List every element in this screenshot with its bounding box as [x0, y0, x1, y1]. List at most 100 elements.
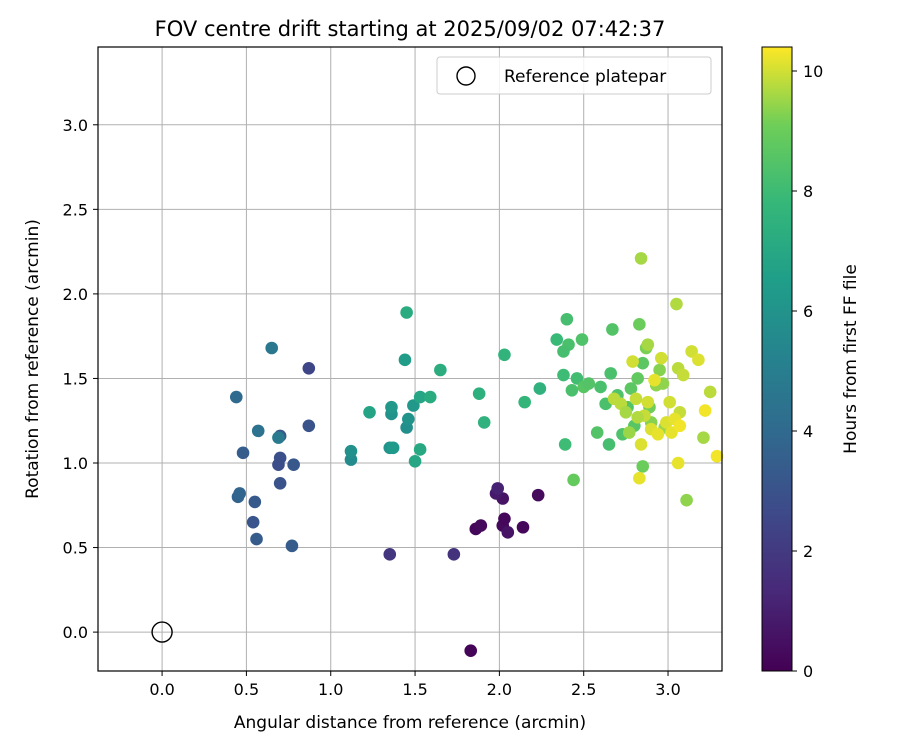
- data-point: [670, 297, 683, 311]
- x-tick-label: 1.5: [402, 680, 427, 699]
- data-point: [498, 512, 511, 526]
- data-point: [653, 363, 666, 377]
- data-point: [665, 426, 678, 439]
- data-point: [680, 493, 693, 507]
- data-point: [229, 390, 243, 404]
- data-point: [676, 368, 690, 382]
- data-point: [474, 519, 488, 532]
- data-point: [273, 476, 287, 490]
- data-point: [250, 532, 263, 546]
- plot-frame: [97, 46, 723, 672]
- data-point: [398, 353, 412, 367]
- data-point: [344, 444, 358, 458]
- data-point: [602, 438, 616, 451]
- data-point: [383, 548, 397, 561]
- data-point: [629, 392, 643, 406]
- data-point: [594, 380, 607, 394]
- data-point: [447, 548, 461, 561]
- data-point: [590, 426, 604, 439]
- data-point: [531, 488, 545, 502]
- x-tick-label: 2.0: [487, 680, 512, 699]
- data-point: [582, 377, 596, 390]
- data-points: [229, 252, 724, 658]
- data-point: [633, 471, 646, 485]
- data-point: [619, 405, 633, 419]
- data-point: [663, 395, 677, 409]
- data-point: [272, 431, 285, 444]
- data-point: [575, 333, 589, 346]
- data-point: [246, 515, 260, 529]
- data-point: [560, 312, 574, 326]
- y-tick-label: 1.5: [63, 369, 88, 388]
- grid-lines: [98, 47, 722, 671]
- data-point: [287, 458, 300, 471]
- data-point: [557, 368, 570, 382]
- data-point: [607, 392, 621, 406]
- data-point: [464, 644, 478, 658]
- data-point: [302, 419, 316, 433]
- legend-marker-icon: [456, 66, 476, 86]
- data-point: [671, 456, 685, 470]
- data-point: [498, 348, 511, 362]
- colorbar-tick-label: 6: [803, 302, 813, 321]
- data-point: [698, 404, 712, 417]
- data-point: [634, 438, 648, 451]
- colorbar-label: Hours from first FF file: [841, 264, 861, 454]
- colorbar-tick-label: 0: [803, 662, 813, 681]
- data-point: [636, 356, 650, 370]
- data-point: [557, 345, 570, 358]
- colorbar-tick-label: 8: [803, 182, 813, 201]
- y-axis-ticks: 0.0 0.5 1.0 1.5 2.0 2.5 3.0: [63, 116, 98, 642]
- data-point: [631, 372, 644, 385]
- data-point: [622, 426, 636, 439]
- data-point: [565, 383, 579, 397]
- data-point: [606, 323, 619, 336]
- data-point: [385, 400, 398, 414]
- data-point: [624, 382, 638, 395]
- legend-box: [436, 56, 712, 95]
- data-point: [626, 355, 639, 368]
- data-point: [423, 390, 437, 404]
- data-point: [408, 455, 422, 468]
- chart-title: FOV centre drift starting at 2025/09/02 …: [155, 17, 666, 41]
- data-point: [477, 416, 491, 429]
- data-point: [651, 427, 665, 441]
- data-point: [472, 387, 486, 400]
- data-point: [272, 458, 285, 471]
- data-point: [641, 338, 655, 351]
- data-point: [692, 353, 705, 367]
- data-point: [265, 341, 279, 355]
- data-point: [400, 306, 413, 319]
- data-point: [501, 526, 515, 539]
- data-point: [413, 443, 427, 456]
- x-tick-label: 3.0: [655, 680, 680, 699]
- data-point: [386, 441, 400, 455]
- data-point: [516, 520, 530, 534]
- colorbar-tick-label: 10: [803, 62, 823, 81]
- data-point: [413, 390, 427, 404]
- data-point: [710, 449, 724, 463]
- data-point: [363, 405, 376, 419]
- x-tick-label: 2.5: [571, 680, 596, 699]
- data-point: [285, 539, 299, 553]
- reference-point: [151, 621, 173, 643]
- data-point: [302, 362, 316, 375]
- colorbar-tick-label: 4: [803, 422, 813, 441]
- data-point: [233, 487, 246, 500]
- x-tick-label: 0.0: [149, 680, 174, 699]
- x-tick-label: 1.0: [318, 680, 343, 699]
- data-point: [703, 385, 717, 399]
- data-point: [673, 419, 687, 433]
- x-axis-label: Angular distance from reference (arcmin): [234, 713, 586, 733]
- colorbar-gradient: [761, 46, 793, 672]
- colorbar-tick-label: 2: [803, 542, 813, 561]
- data-point: [491, 482, 504, 495]
- data-point: [248, 495, 262, 509]
- data-point: [570, 372, 584, 385]
- data-point: [654, 351, 668, 365]
- colorbar: 0 2 4 6 8 10 Hours from first FF file: [761, 46, 861, 681]
- y-tick-label: 2.5: [63, 200, 88, 219]
- data-point: [636, 460, 650, 473]
- x-tick-label: 0.5: [234, 680, 259, 699]
